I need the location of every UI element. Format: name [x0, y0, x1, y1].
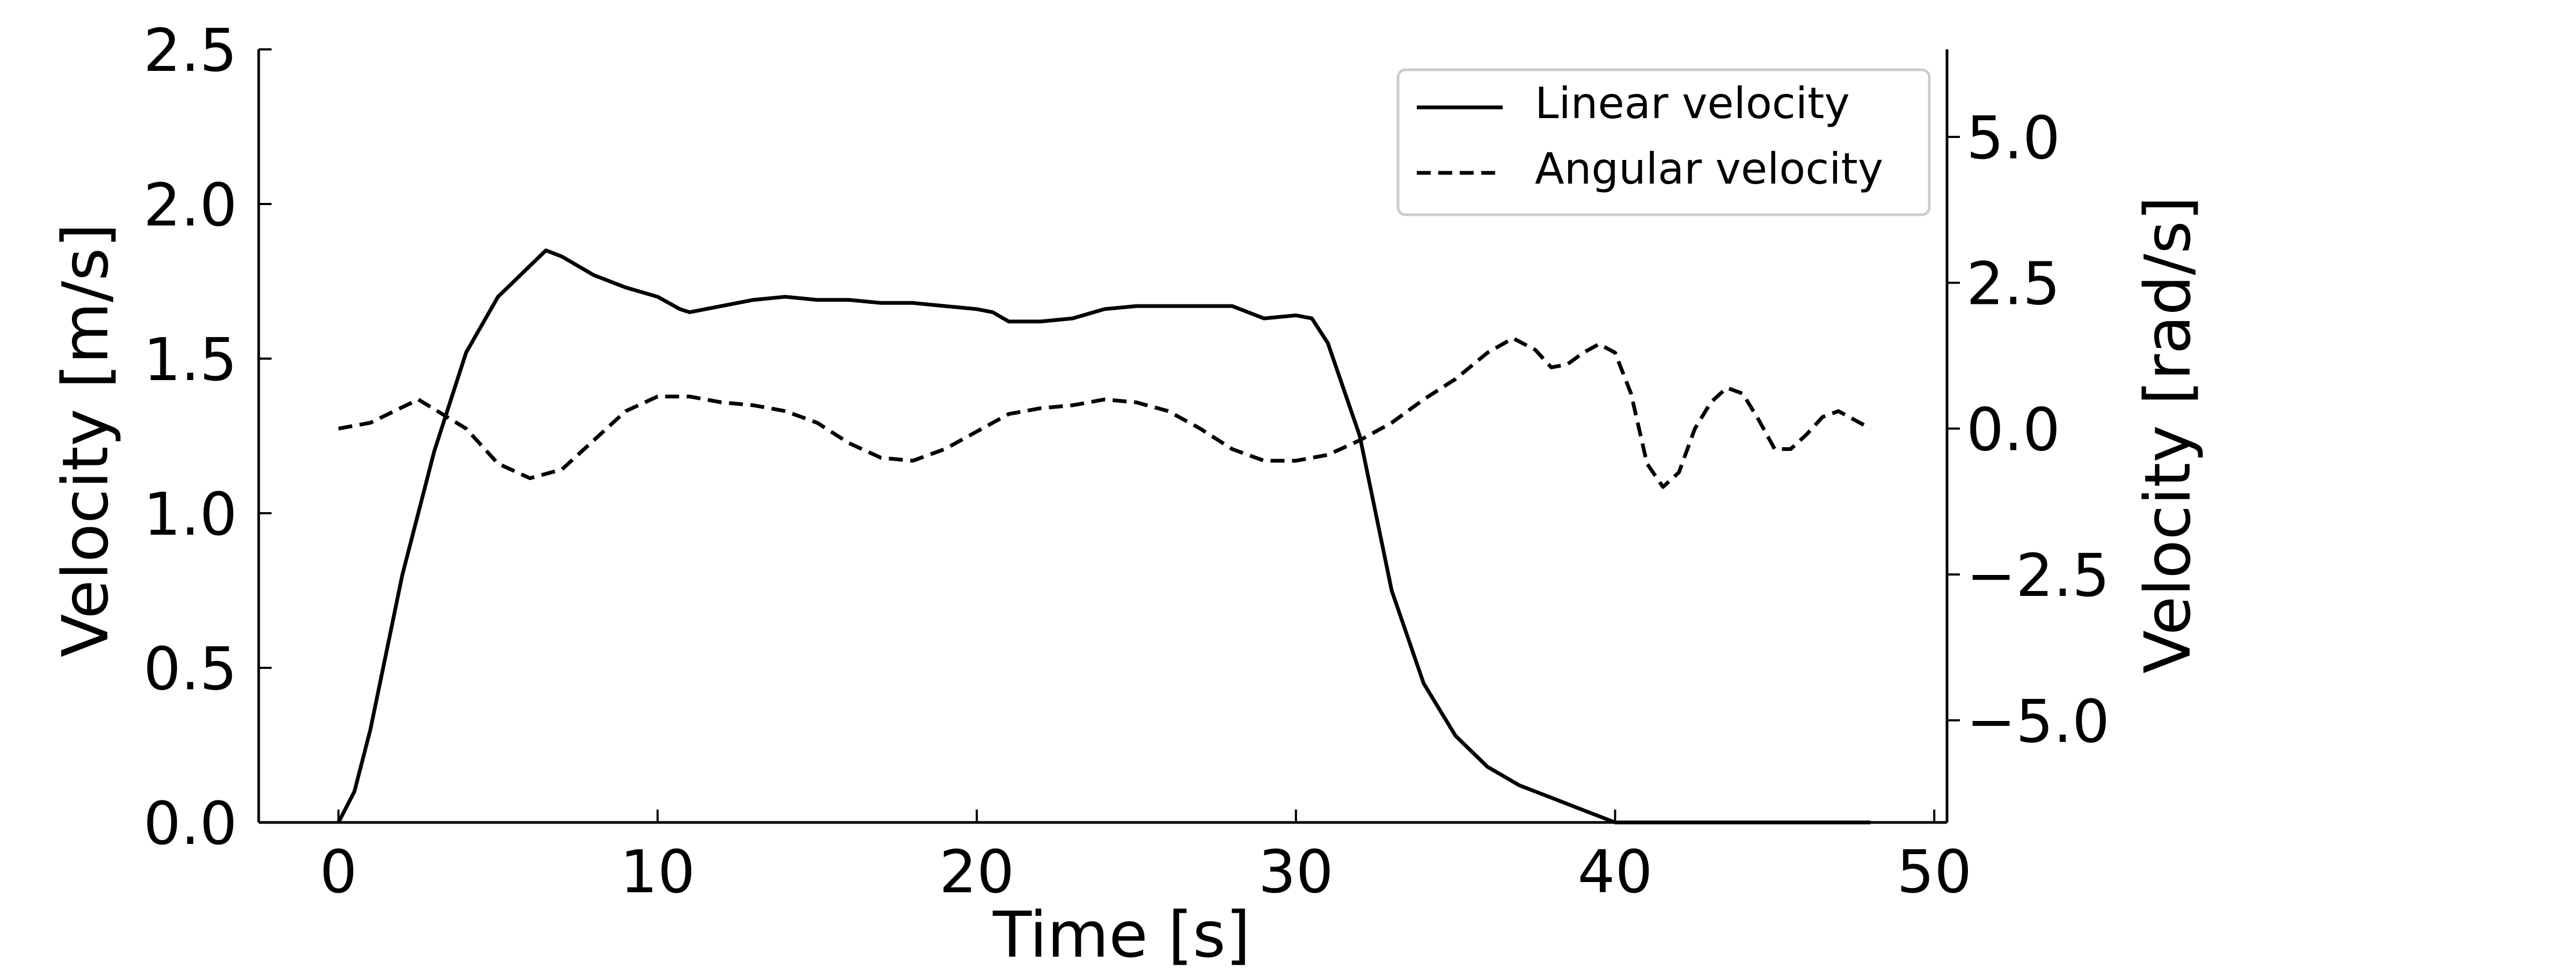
y-left-tick-label: 1.0 [143, 480, 237, 549]
legend-label-angular: Angular velocity [1535, 144, 1883, 194]
series-line-angular-velocity [338, 336, 1871, 489]
x-tick-label: 10 [620, 837, 695, 906]
x-tick-label: 20 [939, 837, 1014, 906]
y-left-tick-label: 0.5 [143, 635, 237, 703]
legend-label-linear: Linear velocity [1535, 78, 1850, 128]
y-left-tick-label: 2.5 [143, 16, 237, 85]
y-right-tick-label: 0.0 [1966, 395, 2060, 464]
y-left-tick-label: 0.0 [143, 789, 237, 858]
x-axis-title: Time [s] [992, 898, 1250, 966]
y-right-axis-title: Velocity [rad/s] [2131, 196, 2205, 673]
y-right-tick-label: −5.0 [1966, 687, 2110, 756]
series-line-linear-velocity [336, 248, 1871, 825]
y-right-tick-label: 2.5 [1966, 250, 2060, 318]
y-left-tick-label: 1.5 [143, 325, 237, 394]
axes-layer: 0 10 20 30 40 50 0.0 0.5 1.0 1.5 2.0 2.5 −5.0 −2.5 0.0… [143, 16, 2110, 906]
x-tick-label: 30 [1258, 837, 1334, 906]
x-tick-label: 50 [1897, 837, 1972, 906]
y-left-tick-label: 2.0 [143, 171, 237, 239]
y-right-tick-label: −2.5 [1966, 541, 2110, 610]
x-tick-label: 0 [320, 837, 357, 906]
series-layer [336, 248, 1871, 825]
legend-frame [1396, 68, 1931, 216]
y-left-axis-title: Velocity [m/s] [48, 223, 122, 658]
legend: Linear velocity Angular velocity [1396, 68, 1931, 216]
x-tick-label: 40 [1578, 837, 1653, 906]
y-right-tick-label: 5.0 [1966, 104, 2060, 172]
